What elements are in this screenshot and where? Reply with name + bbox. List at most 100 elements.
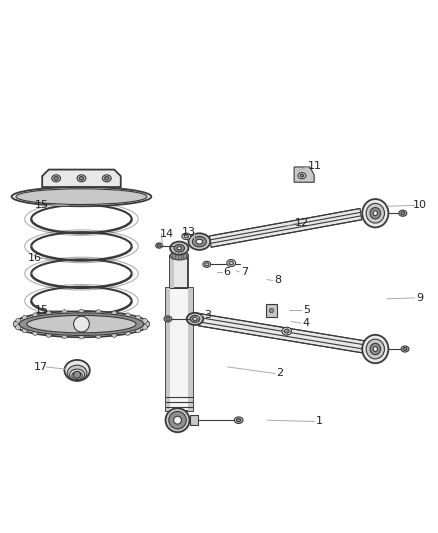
Circle shape (16, 325, 21, 330)
Ellipse shape (401, 346, 409, 352)
Ellipse shape (196, 239, 203, 244)
Ellipse shape (14, 311, 149, 337)
Ellipse shape (70, 369, 85, 381)
Text: 5: 5 (303, 305, 310, 315)
Ellipse shape (366, 204, 385, 223)
Ellipse shape (77, 175, 86, 182)
Polygon shape (42, 169, 121, 187)
Circle shape (62, 310, 67, 315)
Circle shape (13, 321, 18, 327)
Ellipse shape (173, 416, 181, 424)
Ellipse shape (157, 244, 161, 247)
Ellipse shape (298, 173, 306, 179)
Polygon shape (166, 288, 193, 411)
Circle shape (79, 309, 84, 314)
Text: 3: 3 (205, 310, 212, 320)
Ellipse shape (64, 360, 90, 381)
Circle shape (125, 330, 131, 335)
Circle shape (32, 330, 38, 335)
Circle shape (46, 311, 51, 316)
Text: 2: 2 (276, 368, 284, 378)
Polygon shape (170, 256, 173, 288)
Ellipse shape (362, 335, 389, 363)
Circle shape (74, 316, 89, 332)
Circle shape (32, 313, 38, 318)
Ellipse shape (67, 365, 87, 381)
Ellipse shape (399, 210, 407, 216)
Text: 11: 11 (308, 161, 322, 171)
Ellipse shape (174, 245, 184, 252)
Ellipse shape (102, 175, 111, 182)
Polygon shape (266, 304, 277, 317)
Ellipse shape (227, 260, 236, 266)
Ellipse shape (170, 251, 188, 260)
Ellipse shape (234, 417, 243, 423)
Circle shape (136, 328, 141, 333)
Ellipse shape (170, 241, 188, 255)
Ellipse shape (177, 247, 181, 249)
Ellipse shape (19, 313, 144, 335)
Ellipse shape (401, 212, 405, 215)
Ellipse shape (27, 316, 136, 333)
Circle shape (112, 311, 117, 316)
Ellipse shape (229, 261, 233, 265)
Text: 15: 15 (35, 305, 49, 315)
Text: 10: 10 (413, 200, 427, 211)
Text: 14: 14 (159, 229, 174, 239)
Text: 12: 12 (295, 218, 309, 228)
Ellipse shape (370, 207, 381, 219)
Ellipse shape (105, 176, 109, 180)
Ellipse shape (187, 313, 203, 325)
Ellipse shape (193, 317, 197, 320)
Text: 7: 7 (241, 266, 248, 277)
Ellipse shape (282, 327, 291, 335)
Circle shape (62, 333, 67, 338)
Polygon shape (198, 314, 375, 354)
Circle shape (16, 318, 21, 324)
Ellipse shape (362, 199, 389, 228)
Ellipse shape (373, 346, 378, 351)
Circle shape (142, 325, 147, 330)
Ellipse shape (16, 189, 147, 205)
Ellipse shape (205, 263, 209, 266)
Ellipse shape (54, 176, 58, 180)
Text: 17: 17 (34, 362, 48, 372)
Circle shape (269, 309, 274, 313)
Ellipse shape (155, 243, 162, 248)
Circle shape (22, 328, 27, 333)
Ellipse shape (188, 233, 210, 250)
Polygon shape (294, 167, 314, 182)
Text: 4: 4 (303, 318, 310, 328)
Text: 16: 16 (28, 253, 42, 263)
Text: 6: 6 (223, 266, 230, 277)
Ellipse shape (12, 187, 151, 206)
Ellipse shape (166, 408, 190, 432)
Ellipse shape (190, 316, 200, 322)
Circle shape (142, 318, 147, 324)
Ellipse shape (169, 411, 186, 429)
Ellipse shape (79, 176, 84, 180)
Circle shape (96, 310, 101, 315)
Ellipse shape (164, 316, 172, 322)
Ellipse shape (237, 418, 241, 422)
Circle shape (79, 334, 84, 339)
Polygon shape (170, 256, 188, 288)
Circle shape (46, 332, 51, 337)
Polygon shape (188, 288, 193, 411)
Ellipse shape (184, 235, 188, 238)
Ellipse shape (52, 175, 60, 182)
Text: 8: 8 (274, 276, 282, 286)
Circle shape (74, 372, 81, 378)
Polygon shape (190, 415, 198, 425)
Polygon shape (209, 208, 362, 247)
Circle shape (136, 316, 141, 321)
Text: 9: 9 (416, 293, 424, 303)
Text: 1: 1 (316, 416, 323, 426)
Ellipse shape (72, 372, 82, 379)
Ellipse shape (284, 329, 289, 333)
Ellipse shape (166, 317, 170, 320)
Ellipse shape (370, 343, 381, 354)
Ellipse shape (403, 348, 407, 351)
Circle shape (22, 316, 27, 321)
Circle shape (125, 313, 131, 318)
